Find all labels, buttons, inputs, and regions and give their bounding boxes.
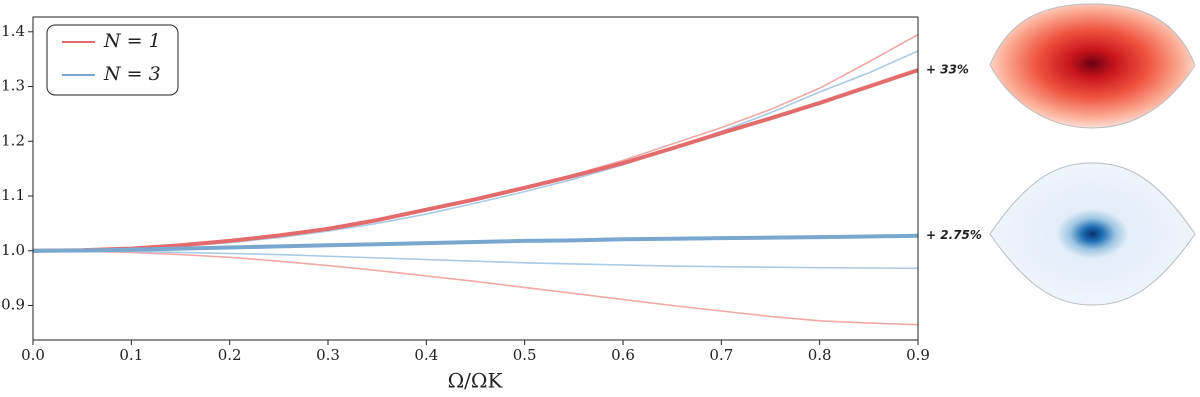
annotation: + 2.75% xyxy=(926,228,982,242)
legend-label: N = 1 xyxy=(103,30,161,52)
legend: N = 1 N = 3 xyxy=(46,24,179,96)
x-tick-label: 0.6 xyxy=(611,346,635,364)
legend-label: N = 3 xyxy=(103,63,161,85)
series-line-thin xyxy=(32,249,919,270)
density-map-blue xyxy=(989,162,1196,306)
y-tick-label: 1.0 xyxy=(1,241,25,259)
x-tick-label: 0.8 xyxy=(808,346,832,364)
x-tick-label: 0.3 xyxy=(316,346,340,364)
x-tick-label: 0.5 xyxy=(513,346,537,364)
x-tick-label: 0.9 xyxy=(906,346,930,364)
x-tick-label: 0.1 xyxy=(119,346,143,364)
annotation: + 33% xyxy=(926,63,969,77)
x-tick-label: 0.0 xyxy=(21,346,45,364)
plot-area xyxy=(32,33,919,326)
y-tick-label: 1.4 xyxy=(1,22,25,40)
x-tick-label: 0.7 xyxy=(709,346,733,364)
y-tick-label: 1.1 xyxy=(1,186,25,204)
y-tick-label: 1.2 xyxy=(1,131,25,149)
series-line xyxy=(32,68,919,253)
series-line xyxy=(32,233,919,253)
y-tick-label: 0.9 xyxy=(1,296,25,314)
series-line-thin xyxy=(32,249,919,326)
x-tick-label: 0.4 xyxy=(414,346,438,364)
x-tick-label: 0.2 xyxy=(218,346,242,364)
density-map-red xyxy=(989,3,1196,129)
x-axis-label: Ω/ΩK xyxy=(448,369,504,393)
axes-frame xyxy=(32,16,919,341)
y-tick-label: 1.3 xyxy=(1,77,25,95)
